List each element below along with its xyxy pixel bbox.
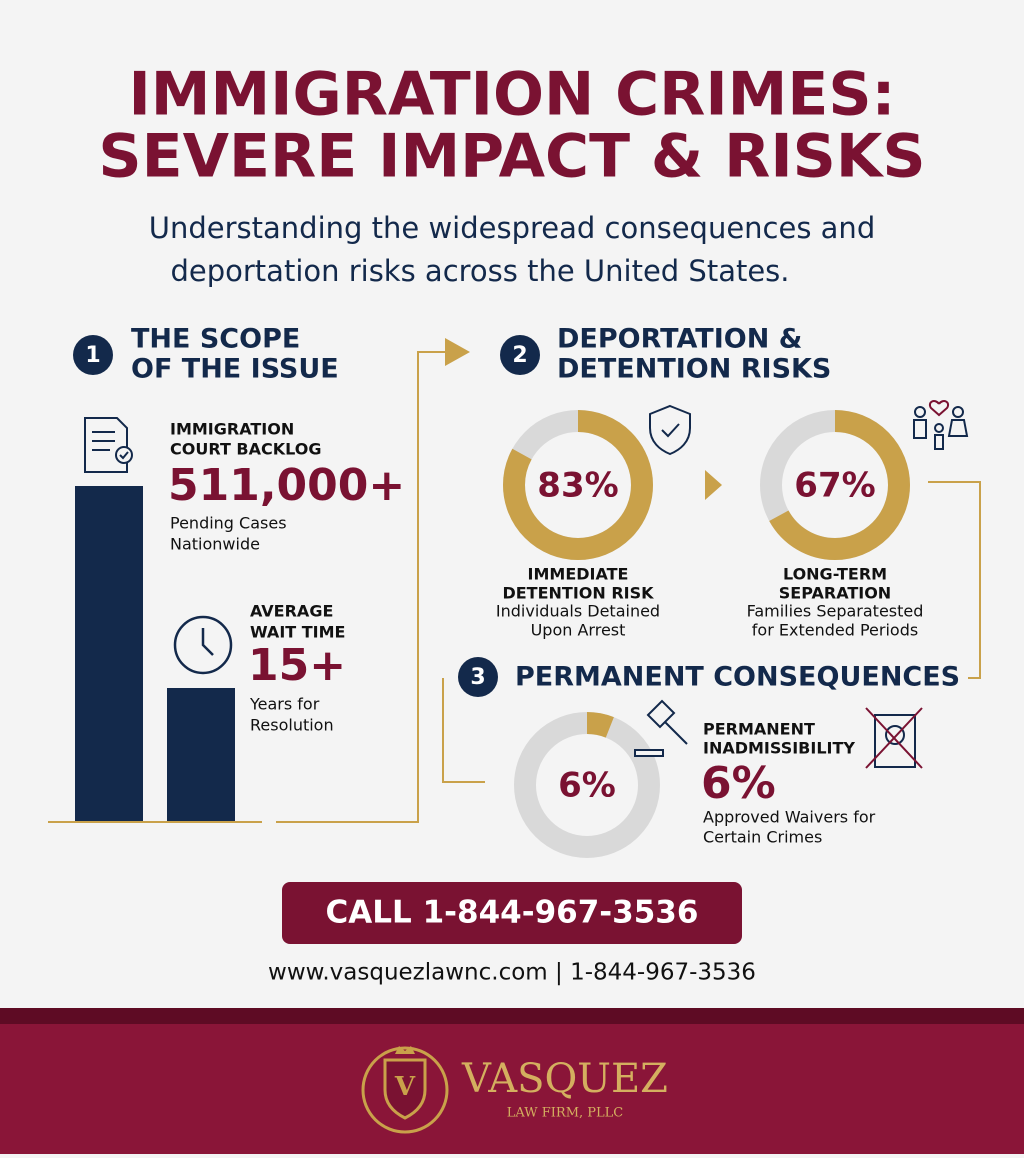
stat-label: WAIT TIME bbox=[250, 623, 345, 642]
section-title: PERMANENT CONSEQUENCES bbox=[515, 662, 960, 693]
section-badge bbox=[500, 335, 540, 375]
stat-desc: for Extended Periods bbox=[752, 621, 918, 640]
stat-desc: Resolution bbox=[250, 716, 334, 735]
stat-label: INADMISSIBILITY bbox=[703, 739, 855, 758]
stat-value: 6% bbox=[701, 758, 776, 809]
arrow bbox=[445, 338, 470, 366]
bar-decor bbox=[167, 688, 235, 822]
stat-value: 511,000+ bbox=[168, 460, 405, 511]
passport-icon bbox=[865, 707, 923, 769]
stat-label: AVERAGE bbox=[250, 602, 333, 621]
family-icon bbox=[913, 400, 969, 450]
bar-decor bbox=[75, 486, 143, 822]
donut-label: 83% bbox=[537, 466, 618, 506]
logo-emblem: V bbox=[361, 1046, 449, 1134]
section-title: THE SCOPE bbox=[131, 324, 300, 355]
gavel-icon bbox=[634, 699, 688, 757]
stat-desc: Nationwide bbox=[170, 535, 260, 554]
footer-strip bbox=[0, 1008, 1024, 1024]
connector bbox=[276, 351, 981, 823]
document-icon bbox=[84, 417, 133, 473]
stat-label: IMMIGRATION bbox=[170, 420, 294, 439]
donut-label: 6% bbox=[558, 766, 616, 806]
title: IMMIGRATION CRIMES: bbox=[128, 60, 895, 130]
footer bbox=[0, 1008, 1024, 1154]
stat-label: IMMEDIATE bbox=[528, 565, 629, 584]
cta-button[interactable] bbox=[282, 882, 742, 944]
title: SEVERE IMPACT & RISKS bbox=[98, 122, 925, 192]
stat-desc: Approved Waivers for bbox=[703, 808, 876, 827]
subtitle: Understanding the widespread consequence… bbox=[149, 211, 875, 245]
stat-label: COURT BACKLOG bbox=[170, 440, 322, 459]
stat-label: SEPARATION bbox=[779, 584, 891, 603]
section-title: OF THE ISSUE bbox=[131, 354, 339, 385]
cta-text[interactable]: CALL 1-844-967-3536 bbox=[326, 895, 699, 931]
donut-arc bbox=[503, 410, 653, 560]
donut-arc bbox=[760, 410, 910, 560]
stat-label: DETENTION RISK bbox=[502, 584, 654, 603]
section-badge bbox=[73, 335, 113, 375]
section-badge bbox=[458, 657, 498, 697]
subtitle: deportation risks across the United Stat… bbox=[170, 254, 789, 288]
section-title: DEPORTATION & bbox=[557, 324, 802, 355]
stat-desc: Upon Arrest bbox=[531, 621, 626, 640]
section-number: 1 bbox=[85, 343, 100, 368]
contact[interactable]: www.vasquezlawnc.com | 1-844-967-3536 bbox=[268, 960, 756, 986]
arrow bbox=[705, 470, 722, 500]
stat-desc: Individuals Detained bbox=[496, 602, 660, 621]
stat-value: 15+ bbox=[248, 640, 346, 691]
subbrand: LAW FIRM, PLLC bbox=[507, 1106, 624, 1121]
stat-desc: Pending Cases bbox=[170, 514, 287, 533]
section-number: 3 bbox=[470, 665, 485, 690]
brand: VASQUEZ bbox=[461, 1056, 668, 1102]
stat-desc: Years for bbox=[249, 695, 320, 714]
section-number: 2 bbox=[512, 343, 527, 368]
shield-icon bbox=[649, 404, 691, 456]
section-title: DETENTION RISKS bbox=[557, 354, 831, 385]
donut-arc bbox=[514, 712, 660, 858]
donut-label: 67% bbox=[794, 466, 875, 506]
clock-icon bbox=[173, 615, 233, 675]
stat-desc: Certain Crimes bbox=[703, 828, 822, 847]
stat-label: LONG-TERM bbox=[783, 565, 887, 584]
svg-text:V: V bbox=[394, 1072, 416, 1102]
stat-label: PERMANENT bbox=[703, 720, 815, 739]
stat-desc: Families Separatested bbox=[747, 602, 924, 621]
